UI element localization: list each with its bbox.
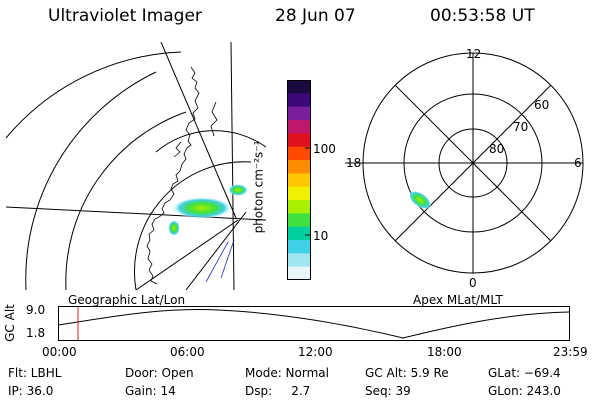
colorbar-swatch [287,106,311,121]
mlt-label-bottom: 0 [469,276,477,290]
colorbar-swatch [287,226,311,241]
mode-readout: Mode: Normal [245,366,329,380]
mlt-label-top: 12 [466,47,482,61]
altitude-ylabel: GC Alt [2,304,17,342]
colorbar-swatch [287,133,311,148]
gain-readout: Gain: 14 [125,384,176,398]
colorbar-unit-label: photon cm⁻²s⁻¹ [251,140,266,234]
colorbar-swatch [287,80,311,94]
ytick-1-8: 1.8 [26,326,46,340]
colorbar-swatch [287,173,311,188]
colorbar-swatch [287,160,311,174]
glon-readout: GLon: 243.0 [488,384,561,398]
flt-readout: Flt: LBHL [8,366,62,380]
colorbar-swatch [287,240,311,254]
mlt-label-right: 6 [574,156,582,170]
lat-label-60: 60 [534,98,550,112]
colorbar-tick-100: 100 [313,142,336,156]
mlt-label-left: 18 [346,156,362,170]
xtick-23-59: 23:59 [553,345,588,359]
colorbar-swatch [287,186,311,201]
colorbar-swatch [287,213,311,228]
dsp-readout: Dsp: 2.7 [245,384,311,398]
xtick-18-00: 18:00 [427,345,462,359]
lat-label-70: 70 [513,120,529,134]
glat-readout: GLat: −69.4 [488,366,561,380]
geographic-label: Geographic Lat/Lon [68,293,186,307]
date-readout: 28 Jun 07 [275,6,356,26]
colorbar [287,80,311,280]
xtick-00-00: 00:00 [42,345,77,359]
geographic-map [6,42,266,290]
colorbar-swatch [287,146,311,161]
app-title: Ultraviolet Imager [48,6,202,26]
colorbar-swatch [287,120,311,134]
colorbar-swatch [287,93,311,108]
lat-label-80: 80 [489,142,505,156]
seq-readout: Seq: 39 [365,384,411,398]
apex-label: Apex MLat/MLT [413,293,503,307]
xtick-06-00: 06:00 [170,345,205,359]
colorbar-swatch [287,200,311,214]
ytick-9: 9.0 [26,303,46,317]
colorbar-tick-10: 10 [313,229,329,243]
colorbar-swatch [287,253,311,268]
time-readout: 00:53:58 UT [430,6,535,26]
gcalt-readout: GC Alt: 5.9 Re [365,366,449,380]
colorbar-swatch [287,266,311,280]
door-readout: Door: Open [125,366,194,380]
ip-readout: IP: 36.0 [8,384,54,398]
xtick-12-00: 12:00 [298,345,333,359]
altitude-plot [58,306,570,341]
polar-plot [345,52,584,274]
